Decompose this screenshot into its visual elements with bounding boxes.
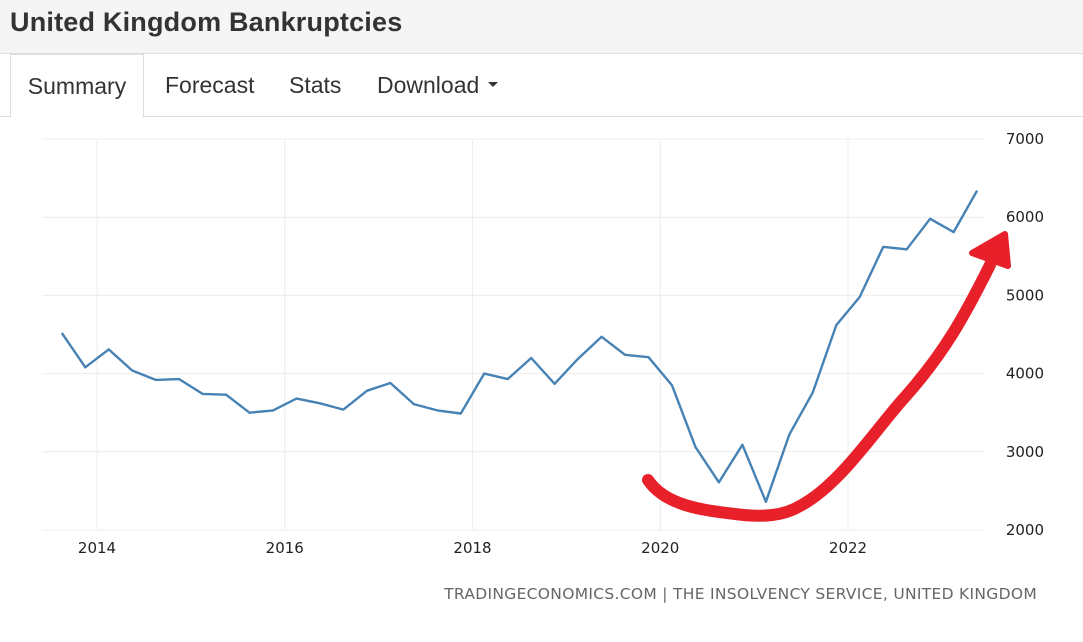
x-tick-label: 2020 xyxy=(641,539,679,557)
y-tick-label: 6000 xyxy=(1006,208,1044,226)
arrow-head xyxy=(969,231,1011,269)
chart-container: 2000 3000 4000 5000 6000 7000 2014 2016 2018 202… xyxy=(0,117,1083,637)
x-axis-labels: 2014 2016 2018 2020 2022 xyxy=(78,539,867,557)
y-tick-label: 5000 xyxy=(1006,286,1044,304)
x-tick-label: 2014 xyxy=(78,539,116,557)
source-label: TRADINGECONOMICS.COM | THE INSOLVENCY SE… xyxy=(443,585,1037,603)
page-title: United Kingdom Bankruptcies xyxy=(10,7,403,37)
x-tick-label: 2018 xyxy=(453,539,491,557)
tab-summary[interactable]: Summary xyxy=(10,54,144,118)
vertical-gridlines xyxy=(96,139,849,530)
x-tick-label: 2022 xyxy=(829,539,867,557)
bankruptcies-line-chart: 2000 3000 4000 5000 6000 7000 2014 2016 2018 202… xyxy=(42,130,1044,603)
x-tick-label: 2016 xyxy=(266,539,304,557)
y-axis-labels: 2000 3000 4000 5000 6000 7000 xyxy=(1006,130,1044,539)
tab-forecast[interactable]: Forecast xyxy=(165,54,254,116)
tab-stats[interactable]: Stats xyxy=(289,54,341,116)
tab-stats-label: Stats xyxy=(289,72,342,98)
chevron-down-icon xyxy=(488,82,499,88)
y-tick-label: 4000 xyxy=(1006,365,1044,383)
tab-summary-label: Summary xyxy=(27,73,127,99)
series-line xyxy=(60,190,979,503)
tab-bar: Summary Forecast Stats Download xyxy=(0,54,1083,118)
tab-forecast-label: Forecast xyxy=(165,72,255,98)
y-tick-label: 3000 xyxy=(1006,443,1044,461)
y-tick-label: 7000 xyxy=(1006,130,1044,148)
y-tick-label: 2000 xyxy=(1006,521,1044,539)
red-arrow-annotation xyxy=(642,231,1011,522)
tab-download-label: Download xyxy=(377,72,480,98)
arrow-shaft xyxy=(642,259,996,522)
page-header: United Kingdom Bankruptcies xyxy=(0,0,1083,54)
tab-download[interactable]: Download xyxy=(377,54,499,116)
